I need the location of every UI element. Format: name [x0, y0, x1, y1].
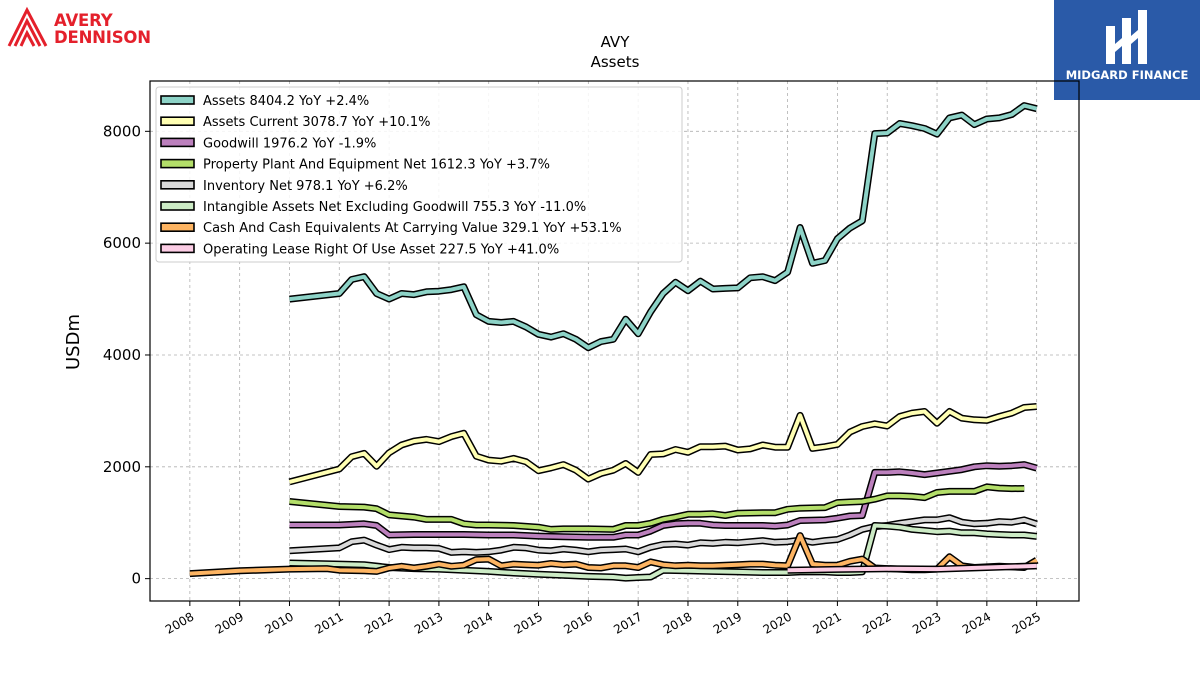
series-property-plant-and-equipment-net: [289, 483, 1025, 533]
y-tick-label: 8000: [103, 122, 141, 140]
legend-swatch: [160, 243, 195, 254]
x-tick-label: 2009: [213, 609, 246, 636]
plot-frame: [149, 80, 1080, 602]
x-tick-label: 2025: [1010, 609, 1043, 636]
series-goodwill: [289, 461, 1038, 541]
series-inventory-net: [289, 514, 1038, 556]
series-operating-lease-right-of-use-asset: [787, 562, 1037, 574]
x-tick-label: 2016: [561, 609, 594, 636]
x-tick-label: 2017: [611, 609, 644, 636]
y-tick-label: 6000: [103, 234, 141, 252]
legend-swatch: [160, 158, 195, 169]
avery-dennison-logo: AVERY DENNISON: [4, 4, 174, 48]
series-intangible-assets-net-excluding-goodwill: [289, 522, 1038, 582]
x-tick-label: 2024: [960, 609, 993, 636]
series-layer: [189, 102, 1039, 582]
legend-label: Intangible Assets Net Excluding Goodwill…: [203, 200, 586, 215]
x-tick-label: 2020: [761, 609, 794, 636]
x-tick-label: 2010: [263, 609, 296, 636]
series-assets-current: [288, 403, 1037, 486]
y-tick-label: 0: [131, 570, 141, 588]
x-tick-label: 2008: [163, 609, 196, 636]
legend-label: Cash And Cash Equivalents At Carrying Va…: [203, 221, 622, 236]
logo-text-avery: AVERY: [54, 11, 113, 30]
legend-label: Inventory Net 978.1 YoY +6.2%: [203, 179, 408, 194]
x-axis: 2008 2009 2010 2011 2012 2013 2014 2015 2016 2017…: [163, 601, 1043, 637]
legend-box: [155, 86, 683, 263]
series-line: [289, 515, 1038, 555]
legend-swatch: [160, 180, 195, 190]
chart-title: AVY: [601, 33, 631, 51]
x-tick-label: 2018: [661, 609, 694, 636]
legend-label: Assets 8404.2 YoY +2.4%: [203, 94, 369, 109]
avery-dennison-mark-icon: [7, 6, 48, 47]
legend: Assets 8404.2 YoY +2.4% Assets Current 30…: [155, 86, 683, 263]
series-line: [289, 462, 1038, 540]
series-assets: [289, 102, 1038, 352]
legend-swatch: [160, 116, 195, 126]
x-tick-label: 2015: [512, 609, 545, 636]
chart-subtitle: Assets: [591, 53, 640, 71]
logo-text-dennison: DENNISON: [54, 28, 151, 47]
midgard-finance-mark-icon: [1106, 10, 1147, 64]
legend-swatch: [160, 137, 195, 148]
legend-label: Operating Lease Right Of Use Asset 227.5…: [203, 242, 559, 257]
legend-swatch: [160, 222, 195, 232]
x-tick-label: 2013: [412, 609, 445, 636]
y-axis-label: USDm: [63, 314, 84, 370]
y-tick-label: 4000: [103, 346, 141, 364]
legend-swatch: [160, 95, 195, 105]
series-line: [289, 523, 1037, 581]
x-tick-label: 2014: [462, 609, 495, 636]
x-tick-label: 2011: [312, 609, 345, 636]
logo-text-midgard-finance: MIDGARD FINANCE: [1065, 68, 1189, 82]
legend-label: Assets Current 3078.7 YoY +10.1%: [203, 115, 430, 130]
series-line: [288, 404, 1037, 484]
legend-label: Goodwill 1976.2 YoY -1.9%: [203, 136, 376, 151]
x-tick-label: 2022: [860, 609, 893, 636]
midgard-finance-logo: MIDGARD FINANCE: [1054, 0, 1200, 100]
x-tick-label: 2023: [910, 609, 943, 636]
legend-label: Property Plant And Equipment Net 1612.3 …: [203, 158, 550, 173]
x-tick-label: 2012: [362, 609, 395, 636]
series-line: [289, 484, 1025, 532]
y-axis: 0 2000 4000 6000 8000: [103, 122, 150, 588]
series-line: [289, 103, 1038, 350]
x-tick-label: 2021: [810, 609, 843, 636]
y-tick-label: 2000: [103, 458, 141, 476]
series-line: [787, 563, 1037, 573]
x-tick-label: 2019: [711, 609, 744, 636]
grid-lines: [150, 81, 1079, 601]
legend-swatch: [160, 201, 195, 211]
